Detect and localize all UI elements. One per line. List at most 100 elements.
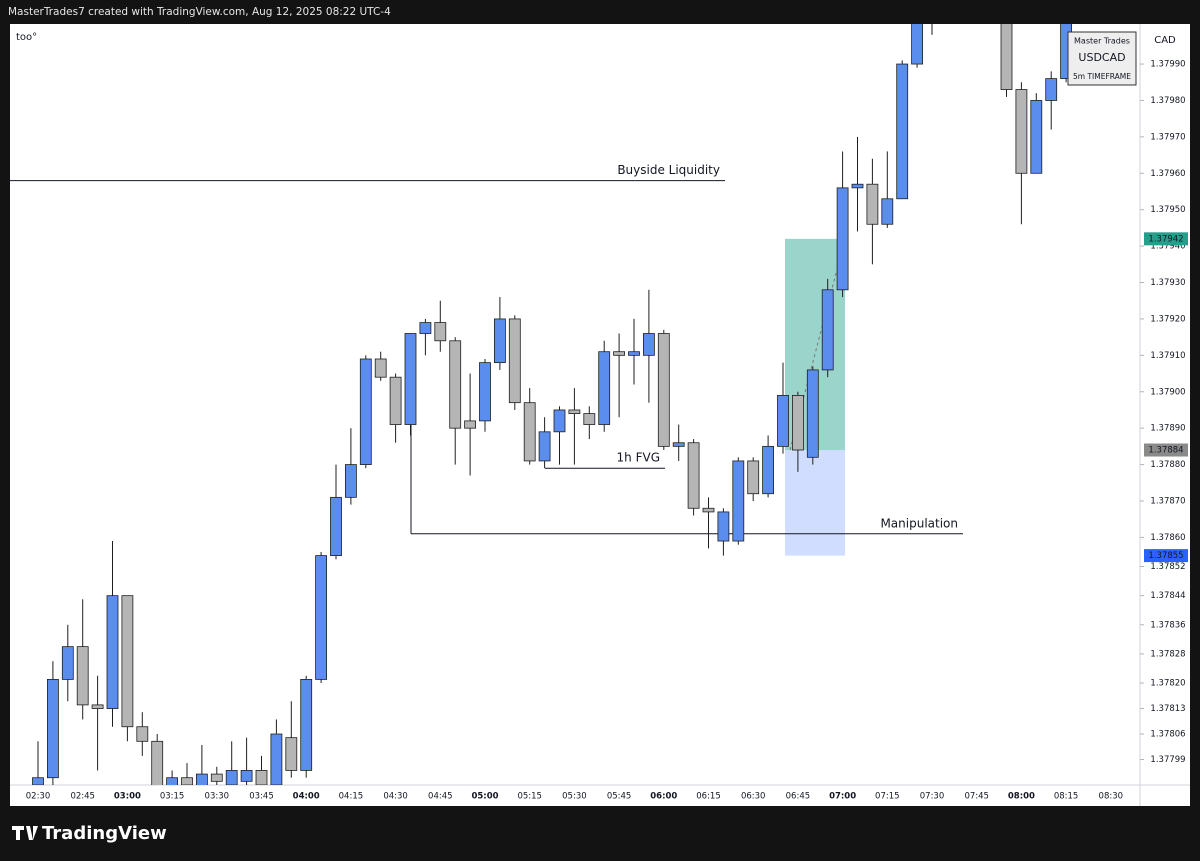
candle-body — [419, 322, 432, 334]
candle-body — [404, 333, 417, 425]
x-tick-label: 04:45 — [428, 792, 453, 802]
x-tick-label: 06:45 — [786, 792, 811, 802]
candle-body — [285, 737, 298, 771]
candle-body — [866, 183, 879, 225]
price-axis-badge-label: 1.37855 — [1148, 551, 1183, 561]
x-tick-label: 04:15 — [339, 792, 364, 802]
symbol-note: too° — [16, 32, 37, 43]
candle-body — [851, 183, 864, 189]
candle-body — [210, 773, 223, 782]
candle-body — [1045, 78, 1058, 101]
loss-zone — [785, 450, 845, 556]
candle-body — [106, 595, 119, 709]
candle-body — [151, 740, 164, 785]
candle-body — [166, 777, 179, 785]
y-tick-label: 1.37890 — [1150, 424, 1185, 434]
x-tick-label: 06:30 — [741, 792, 766, 802]
candle-body — [628, 351, 640, 356]
price-axis-badge-label: 1.37942 — [1148, 234, 1183, 244]
candle-body — [359, 358, 372, 465]
y-tick-label: 1.37820 — [1150, 679, 1185, 689]
y-tick-label: 1.37880 — [1150, 460, 1185, 470]
candle-body — [881, 198, 894, 225]
price-axis-badge — [1144, 443, 1188, 457]
y-tick-label: 1.37799 — [1150, 755, 1185, 765]
x-tick-label: 07:15 — [875, 792, 900, 802]
candle-body — [32, 777, 44, 785]
annotation-label: Buyside Liquidity — [617, 163, 720, 177]
price-axis-badge — [1144, 232, 1188, 246]
footer-logo: TradingView — [12, 823, 167, 844]
x-tick-label: 07:30 — [920, 792, 945, 802]
candle-body — [538, 431, 551, 462]
y-tick-label: 1.37860 — [1150, 533, 1185, 543]
candle-body — [836, 187, 849, 291]
candle-body — [896, 63, 909, 200]
candle-body — [493, 318, 506, 364]
candle-body — [374, 358, 387, 378]
candle-body — [792, 394, 804, 451]
x-tick-label: 03:15 — [160, 792, 185, 802]
price-axis-badge-label: 1.37884 — [1148, 446, 1183, 456]
candle-body — [806, 369, 819, 458]
y-tick-label: 1.37828 — [1150, 649, 1185, 659]
candle-body — [613, 351, 625, 356]
x-tick-label: 04:00 — [293, 792, 320, 802]
x-tick-label: 02:30 — [26, 792, 51, 802]
candle-body — [911, 24, 923, 65]
x-tick-label: 03:00 — [114, 792, 141, 802]
candle-body — [76, 646, 89, 706]
x-tick-label: 04:30 — [383, 792, 408, 802]
candle-body — [181, 777, 193, 785]
y-tick-label: 1.37980 — [1150, 96, 1185, 106]
candle-body — [821, 289, 834, 371]
x-tick-label: 06:15 — [696, 792, 721, 802]
candle-body — [255, 770, 268, 785]
x-tick-label: 02:45 — [70, 792, 95, 802]
candle-body — [464, 420, 477, 429]
candle-body — [121, 595, 134, 728]
annotation-label: 1h FVG — [617, 451, 660, 465]
candle-body — [47, 679, 59, 779]
candle-body — [240, 770, 253, 782]
y-tick-label: 1.37960 — [1150, 169, 1185, 179]
y-tick-label: 1.37870 — [1150, 496, 1185, 506]
x-tick-label: 05:15 — [517, 792, 542, 802]
candle-body — [568, 409, 581, 415]
plot: Buyside Liquidity 1h FVG Manipulation — [10, 24, 1072, 785]
candle-body — [344, 464, 357, 498]
y-tick-label: 1.37852 — [1150, 562, 1185, 572]
annotation-label: Manipulation — [880, 516, 958, 530]
x-tick-label: 06:00 — [650, 792, 677, 802]
candle-body — [717, 511, 730, 542]
candle-body — [657, 333, 670, 447]
y-tick-label: 1.37950 — [1150, 205, 1185, 215]
candle-body — [300, 679, 313, 771]
price-axis-badge — [1144, 549, 1188, 563]
x-tick-label: 05:30 — [562, 792, 587, 802]
y-tick-label: 1.37930 — [1150, 278, 1185, 288]
candle-body — [687, 442, 700, 509]
x-tick-label: 07:00 — [829, 792, 856, 802]
overlay: 1.37990 1.37980 1.37970 1.37960 1.37950 1.379… — [26, 31, 1188, 802]
candle-body — [1015, 89, 1028, 174]
logo-text: TradingView — [42, 823, 167, 844]
candle-body — [136, 726, 149, 742]
candle-body — [1030, 100, 1043, 174]
x-tick-label: 05:45 — [607, 792, 632, 802]
x-tick-label: 08:30 — [1099, 792, 1124, 802]
y-tick-label: 1.37920 — [1150, 314, 1185, 324]
y-tick-label: 1.37806 — [1150, 730, 1185, 740]
candle-body — [523, 402, 536, 462]
x-tick-label: 05:00 — [471, 792, 498, 802]
candle-body — [91, 704, 104, 709]
candle-body — [553, 409, 566, 433]
y-tick-label: 1.37910 — [1150, 351, 1185, 361]
candle-body — [747, 460, 760, 495]
x-tick-label: 03:45 — [249, 792, 274, 802]
candle-body — [643, 333, 655, 356]
y-tick-label: 1.37900 — [1150, 387, 1185, 397]
x-tick-label: 08:15 — [1054, 792, 1079, 802]
candle-body — [598, 351, 611, 425]
